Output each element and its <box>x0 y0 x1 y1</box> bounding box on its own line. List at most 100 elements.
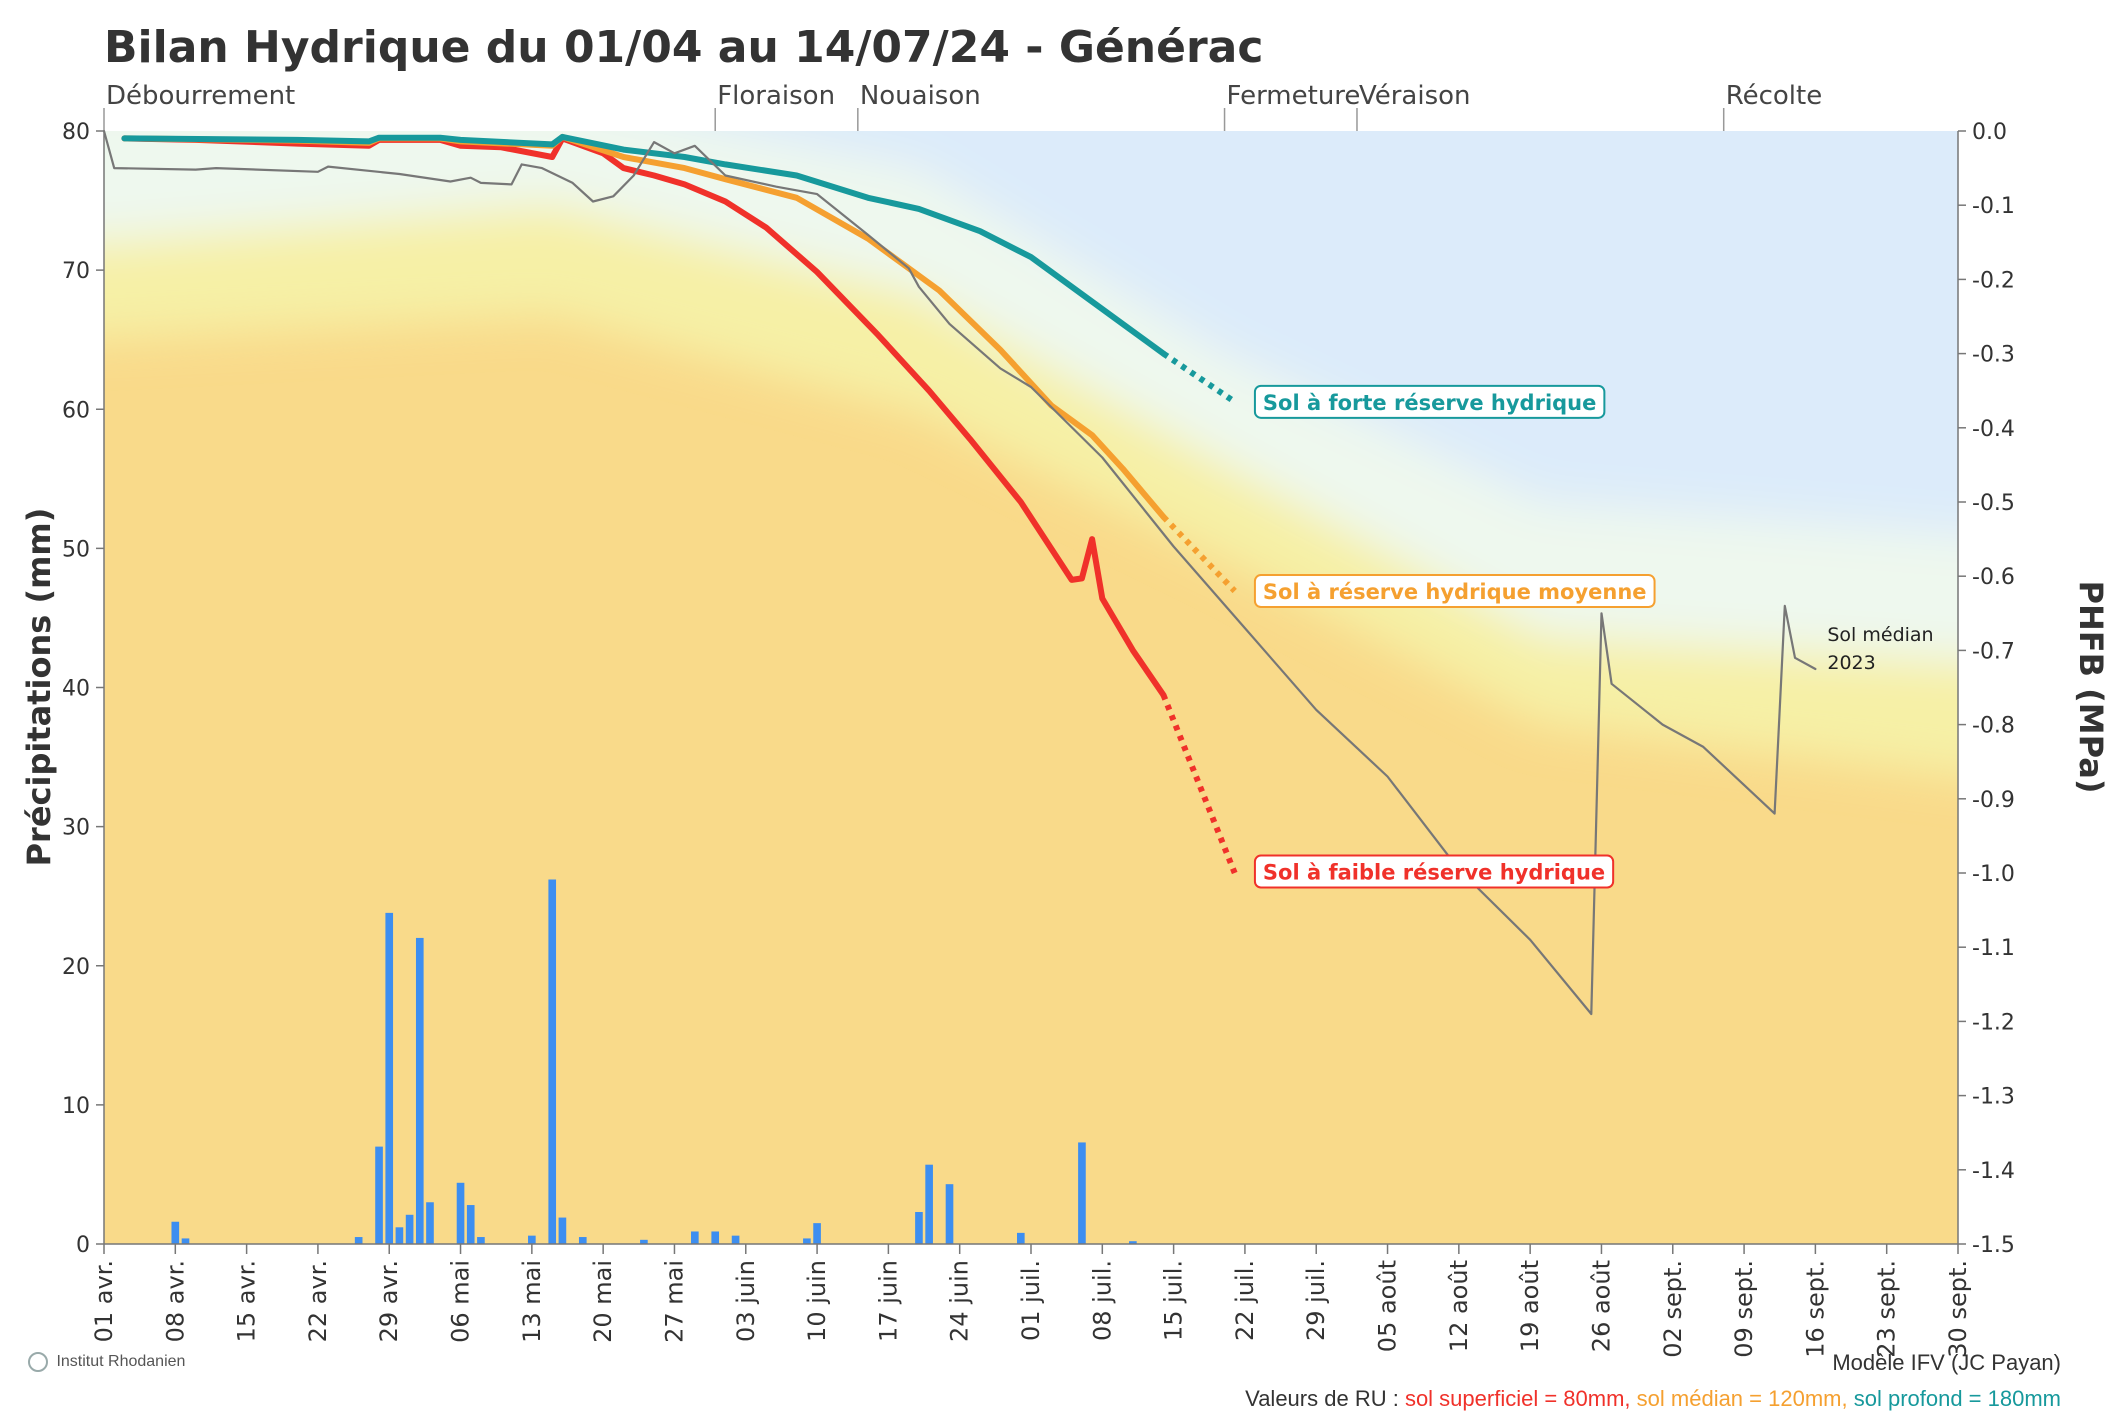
x-tick-label-12: 24 juin <box>946 1260 974 1342</box>
y-axis-title: Précipitations (mm) <box>20 508 58 867</box>
logo-text: Institut Rhodanien <box>56 1353 186 1371</box>
bg-band-blue <box>735 131 1958 535</box>
series-label-1: Sol à réserve hydrique moyenne <box>1253 574 1656 609</box>
x-tick-label-21: 26 août <box>1587 1260 1615 1352</box>
precip-bar-21 <box>813 1223 821 1244</box>
ru-prefix: Valeurs de RU : <box>1245 1386 1399 1411</box>
y2-tick-label-15: -1.5 <box>1972 1233 2015 1258</box>
y-tick-label-3: 30 <box>62 816 90 841</box>
precip-bar-5 <box>395 1227 404 1244</box>
y2-tick-label-2: -0.2 <box>1972 268 2015 293</box>
x-tick-label-19: 12 août <box>1445 1260 1473 1352</box>
precip-bar-15 <box>578 1237 587 1244</box>
y2-tick-label-4: -0.4 <box>1972 417 2015 442</box>
precip-bar-6 <box>405 1214 414 1244</box>
series-label-2: Sol à forte réserve hydrique <box>1253 384 1606 419</box>
x-tick-label-4: 29 avr. <box>375 1260 403 1342</box>
precip-bar-1 <box>181 1238 190 1244</box>
x-tick-label-0: 01 avr. <box>90 1260 118 1342</box>
stage-label-0: Débourrement <box>106 81 295 111</box>
y2-tick-label-14: -1.4 <box>1972 1159 2015 1184</box>
precip-bar-10 <box>466 1205 475 1244</box>
series-label-text-2: Sol à forte réserve hydrique <box>1263 391 1596 415</box>
precip-bar-2 <box>354 1237 363 1244</box>
precip-bar-24 <box>945 1184 954 1244</box>
precip-bar-26 <box>1078 1142 1086 1244</box>
model-credit: Modèle IFV (JC Payan) <box>1832 1350 2061 1375</box>
y2-tick-label-3: -0.3 <box>1972 343 2015 368</box>
x-tick-label-13: 01 juil. <box>1017 1260 1045 1341</box>
series-line-3 <box>102 129 1817 1016</box>
median-label-line-1: 2023 <box>1827 652 1875 674</box>
series-label-box-0 <box>1253 854 1615 889</box>
precip-bar-19 <box>731 1235 740 1244</box>
y2-axis-title: PHFB (MPa) <box>2072 581 2110 794</box>
stage-label-1: Floraison <box>717 81 835 111</box>
stage-label-4: Véraison <box>1359 81 1471 111</box>
x-tick-label-23: 09 sept. <box>1730 1260 1758 1358</box>
y2-tick-label-5: -0.5 <box>1972 491 2015 516</box>
ru-high: sol profond = 180mm <box>1853 1386 2061 1411</box>
precip-bar-27 <box>1129 1241 1137 1244</box>
x-tick-label-1: 08 avr. <box>161 1260 189 1342</box>
precip-bar-14 <box>558 1217 567 1244</box>
x-tick-label-11: 17 juin <box>874 1260 902 1342</box>
x-tick-label-8: 27 mai <box>660 1260 688 1343</box>
series-line-2 <box>121 133 1167 357</box>
x-tick-label-26: 30 sept. <box>1944 1260 1972 1358</box>
precip-bar-11 <box>477 1237 485 1244</box>
y2-tick-label-0: 0.0 <box>1972 120 2007 145</box>
precip-bar-25 <box>1016 1232 1025 1244</box>
x-tick-label-5: 06 mai <box>447 1260 475 1343</box>
ru-low: sol superficiel = 80mm, <box>1404 1386 1631 1411</box>
precip-bar-13 <box>548 879 557 1244</box>
precip-bar-23 <box>925 1164 933 1244</box>
x-tick-label-15: 15 juil. <box>1160 1260 1188 1341</box>
institut-rhodanien-logo: Institut Rhodanien <box>28 1352 185 1372</box>
stage-label-2: Nouaison <box>860 81 981 111</box>
phfb-zone-background <box>104 131 1958 1244</box>
y-tick-label-4: 40 <box>62 677 90 702</box>
x-tick-label-3: 22 avr. <box>304 1260 332 1342</box>
precip-bar-9 <box>456 1182 465 1244</box>
phfb-series <box>102 129 1817 1016</box>
x-tick-label-18: 05 août <box>1374 1260 1402 1352</box>
precip-bar-18 <box>711 1231 720 1244</box>
y2-tick-label-9: -0.9 <box>1972 788 2015 813</box>
precip-bar-12 <box>528 1235 536 1244</box>
x-tick-label-7: 20 mai <box>589 1260 617 1343</box>
x-tick-label-16: 22 juil. <box>1231 1260 1259 1341</box>
y2-tick-label-10: -1.0 <box>1972 862 2015 887</box>
precip-bar-8 <box>426 1202 434 1244</box>
precip-bar-3 <box>375 1146 383 1244</box>
y2-tick-label-6: -0.6 <box>1972 565 2015 590</box>
series-forecast-2 <box>1161 351 1237 405</box>
y2-tick-label-8: -0.8 <box>1972 714 2015 739</box>
series-label-0: Sol à faible réserve hydrique <box>1253 854 1615 889</box>
y2-tick-label-1: -0.1 <box>1972 194 2015 219</box>
x-tick-label-20: 19 août <box>1516 1260 1544 1352</box>
phenology-stages: Débourrement Floraison Nouaison FermetureVé… <box>103 81 1823 131</box>
chart-title: Bilan Hydrique du 01/04 au 14/07/24 - Gé… <box>104 22 1263 73</box>
x-tick-label-24: 16 sept. <box>1801 1260 1829 1358</box>
precip-bar-0 <box>171 1221 180 1244</box>
series-label-box-2 <box>1253 384 1606 419</box>
bg-blur <box>104 131 1958 777</box>
precip-bar-4 <box>385 912 394 1244</box>
y2-tick-label-11: -1.1 <box>1972 936 2015 961</box>
y-tick-label-8: 80 <box>62 120 90 145</box>
precip-bar-20 <box>803 1238 811 1244</box>
precip-bar-17 <box>691 1231 699 1244</box>
ru-values: Valeurs de RU : sol superficiel = 80mm, … <box>1245 1386 2061 1412</box>
stage-label-5: Récolte <box>1726 81 1823 111</box>
y-tick-label-1: 10 <box>62 1094 90 1119</box>
y2-tick-label-12: -1.2 <box>1972 1010 2015 1035</box>
y-tick-label-7: 70 <box>62 259 90 284</box>
precipitation-bars <box>171 879 1137 1244</box>
stage-label-3: Fermeture <box>1227 81 1361 111</box>
x-tick-label-2: 15 avr. <box>233 1260 261 1342</box>
precip-bar-16 <box>640 1239 648 1244</box>
series-labels: Sol à faible réserve hydrique Sol à réser… <box>1253 384 1934 889</box>
x-tick-label-17: 29 juil. <box>1302 1260 1330 1341</box>
